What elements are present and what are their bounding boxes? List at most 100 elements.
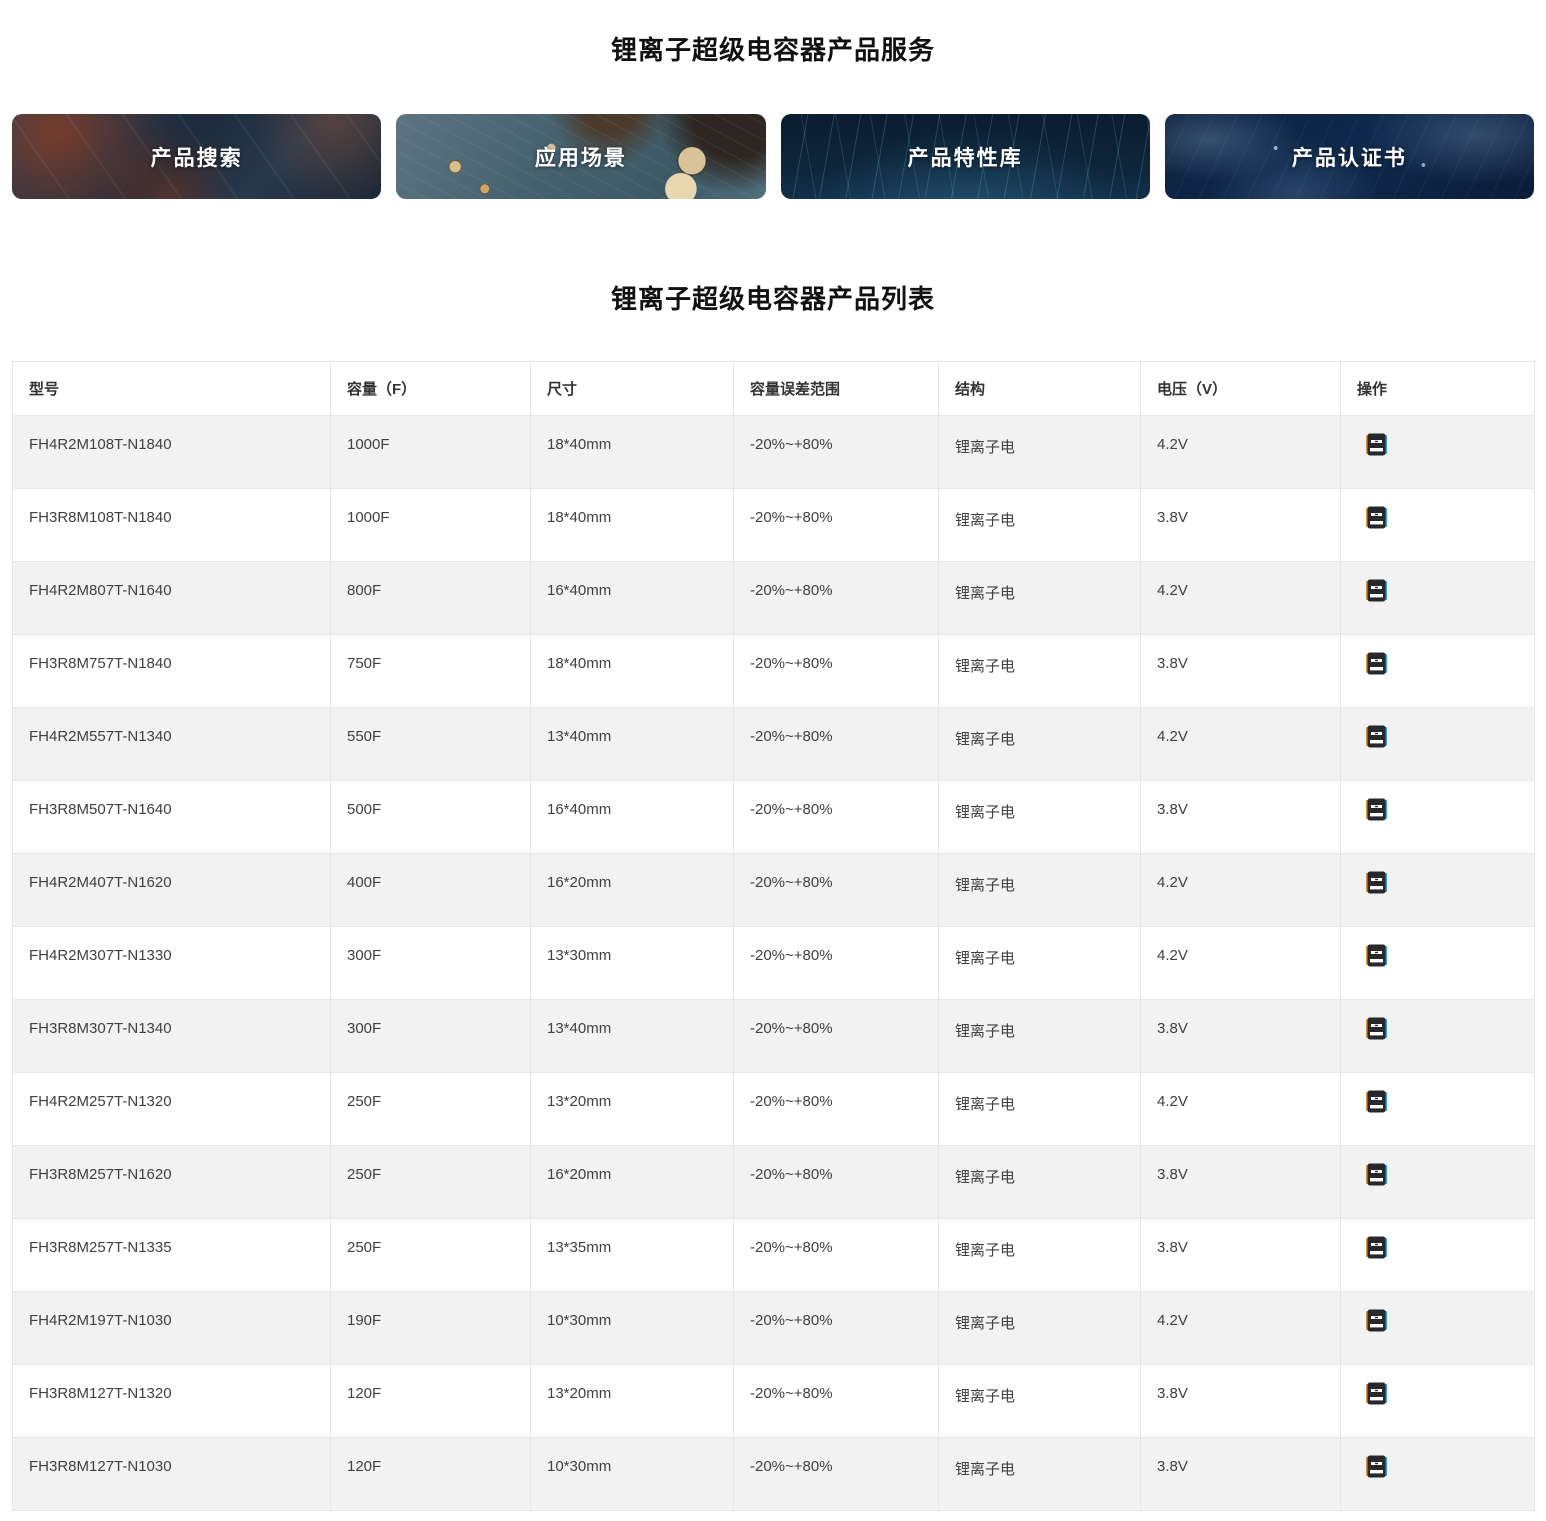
cell-capacity: 120F (330, 1437, 531, 1511)
cell-size: 13*30mm (530, 926, 734, 1000)
column-header-structure: 结构 (938, 361, 1141, 416)
cell-capacity: 800F (330, 561, 531, 635)
cell-model: FH3R8M757T-N1840 (12, 634, 331, 708)
cell-voltage: 4.2V (1140, 415, 1341, 489)
nav-button-application-scenes[interactable]: 应用场景 (396, 114, 766, 199)
column-header-action: 操作 (1340, 361, 1535, 416)
cell-size: 16*20mm (530, 1145, 734, 1219)
cell-size: 10*30mm (530, 1291, 734, 1365)
nav-button-product-search[interactable]: 产品搜索 (12, 114, 382, 199)
datasheet-book-icon[interactable] (1366, 1382, 1387, 1405)
cell-voltage: 4.2V (1140, 1291, 1341, 1365)
datasheet-book-icon[interactable] (1366, 1236, 1387, 1259)
cell-size: 16*20mm (530, 853, 734, 927)
cell-model: FH3R8M257T-N1335 (12, 1218, 331, 1292)
cell-action (1340, 1072, 1535, 1146)
nav-button-label: 产品认证书 (1291, 146, 1407, 170)
cell-tolerance: -20%~+80% (733, 1145, 939, 1219)
cell-model: FH4R2M407T-N1620 (12, 853, 331, 927)
cell-action (1340, 1145, 1535, 1219)
cell-action (1340, 561, 1535, 635)
cell-structure: 锂离子电 (938, 1218, 1141, 1292)
table-row: FH4R2M407T-N1620 400F 16*20mm -20%~+80% … (12, 853, 1535, 927)
nav-button-certificates[interactable]: 产品认证书 (1164, 114, 1534, 199)
cell-structure: 锂离子电 (938, 707, 1141, 781)
cell-model: FH4R2M197T-N1030 (12, 1291, 331, 1365)
table-row: FH3R8M127T-N1320 120F 13*20mm -20%~+80% … (12, 1364, 1535, 1438)
service-nav-row: 产品搜索 应用场景 产品特性库 产品认证书 (12, 114, 1534, 199)
cell-action (1340, 853, 1535, 927)
cell-voltage: 3.8V (1140, 488, 1341, 562)
cell-tolerance: -20%~+80% (733, 1072, 939, 1146)
datasheet-book-icon[interactable] (1366, 725, 1387, 748)
cell-tolerance: -20%~+80% (733, 1437, 939, 1511)
cell-action (1340, 999, 1535, 1073)
product-table: 型号 容量（F） 尺寸 容量误差范围 结构 电压（V） 操作 FH4R2M108… (12, 361, 1535, 1511)
table-row: FH3R8M127T-N1030 120F 10*30mm -20%~+80% … (12, 1437, 1535, 1511)
cell-voltage: 4.2V (1140, 1072, 1341, 1146)
column-header-capacity: 容量（F） (330, 361, 531, 416)
cell-voltage: 3.8V (1140, 999, 1341, 1073)
cell-tolerance: -20%~+80% (733, 780, 939, 854)
datasheet-book-icon[interactable] (1366, 1455, 1387, 1478)
cell-structure: 锂离子电 (938, 1291, 1141, 1365)
nav-button-feature-library[interactable]: 产品特性库 (780, 114, 1150, 199)
column-header-size: 尺寸 (530, 361, 734, 416)
cell-tolerance: -20%~+80% (733, 488, 939, 562)
datasheet-book-icon[interactable] (1366, 579, 1387, 602)
product-list-title: 锂离子超级电容器产品列表 (610, 284, 935, 314)
datasheet-book-icon[interactable] (1366, 944, 1387, 967)
cell-action (1340, 926, 1535, 1000)
datasheet-book-icon[interactable] (1366, 871, 1387, 894)
datasheet-book-icon[interactable] (1366, 1017, 1387, 1040)
cell-voltage: 3.8V (1140, 1437, 1341, 1511)
cell-model: FH4R2M557T-N1340 (12, 707, 331, 781)
cell-model: FH4R2M257T-N1320 (12, 1072, 331, 1146)
datasheet-book-icon[interactable] (1366, 798, 1387, 821)
cell-action (1340, 1364, 1535, 1438)
cell-capacity: 550F (330, 707, 531, 781)
cell-tolerance: -20%~+80% (733, 926, 939, 1000)
column-header-voltage: 电压（V） (1140, 361, 1341, 416)
cell-tolerance: -20%~+80% (733, 634, 939, 708)
cell-size: 10*30mm (530, 1437, 734, 1511)
cell-tolerance: -20%~+80% (733, 1364, 939, 1438)
cell-size: 13*35mm (530, 1218, 734, 1292)
nav-button-label: 产品特性库 (907, 146, 1023, 170)
cell-action (1340, 707, 1535, 781)
cell-capacity: 300F (330, 926, 531, 1000)
column-header-model: 型号 (12, 361, 331, 416)
cell-action (1340, 1291, 1535, 1365)
cell-capacity: 750F (330, 634, 531, 708)
cell-structure: 锂离子电 (938, 415, 1141, 489)
cell-model: FH3R8M257T-N1620 (12, 1145, 331, 1219)
datasheet-book-icon[interactable] (1366, 1163, 1387, 1186)
cell-voltage: 3.8V (1140, 1364, 1341, 1438)
cell-tolerance: -20%~+80% (733, 1291, 939, 1365)
cell-action (1340, 1437, 1535, 1511)
cell-structure: 锂离子电 (938, 561, 1141, 635)
cell-structure: 锂离子电 (938, 1364, 1141, 1438)
cell-size: 13*40mm (530, 707, 734, 781)
datasheet-book-icon[interactable] (1366, 506, 1387, 529)
datasheet-book-icon[interactable] (1366, 1309, 1387, 1332)
cell-structure: 锂离子电 (938, 780, 1141, 854)
table-row: FH3R8M108T-N1840 1000F 18*40mm -20%~+80%… (12, 488, 1535, 562)
datasheet-book-icon[interactable] (1366, 1090, 1387, 1113)
table-row: FH3R8M257T-N1620 250F 16*20mm -20%~+80% … (12, 1145, 1535, 1219)
cell-model: FH3R8M127T-N1030 (12, 1437, 331, 1511)
cell-structure: 锂离子电 (938, 999, 1141, 1073)
cell-tolerance: -20%~+80% (733, 707, 939, 781)
table-row: FH4R2M557T-N1340 550F 13*40mm -20%~+80% … (12, 707, 1535, 781)
datasheet-book-icon[interactable] (1366, 652, 1387, 675)
table-row: FH3R8M307T-N1340 300F 13*40mm -20%~+80% … (12, 999, 1535, 1073)
cell-size: 18*40mm (530, 488, 734, 562)
cell-action (1340, 1218, 1535, 1292)
cell-action (1340, 634, 1535, 708)
cell-action (1340, 415, 1535, 489)
cell-model: FH4R2M807T-N1640 (12, 561, 331, 635)
cell-size: 13*40mm (530, 999, 734, 1073)
datasheet-book-icon[interactable] (1366, 433, 1387, 456)
product-table-container: 型号 容量（F） 尺寸 容量误差范围 结构 电压（V） 操作 FH4R2M108… (12, 361, 1535, 1511)
